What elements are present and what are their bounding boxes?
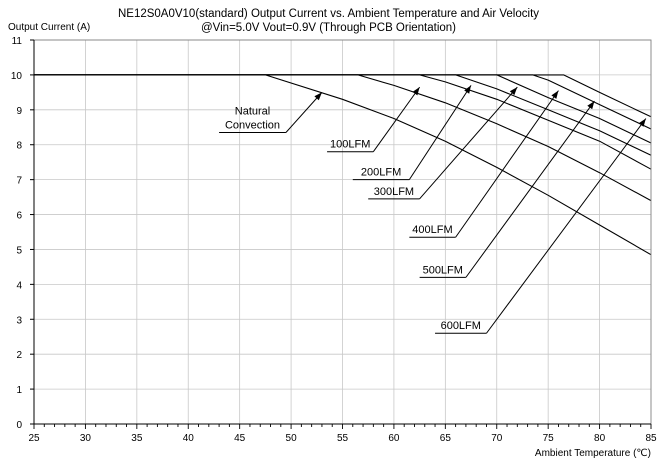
chart-title: NE12S0A0V10(standard) Output Current vs.…: [117, 8, 540, 20]
x-tick-label: 70: [491, 433, 503, 444]
callout-leader: [465, 100, 595, 278]
x-tick-label: 80: [594, 433, 606, 444]
callout-leader: [408, 85, 472, 180]
y-tick-label: 11: [12, 36, 23, 47]
y-tick-label: 8: [16, 141, 22, 152]
x-tick-label: 40: [183, 433, 195, 444]
y-tick-label: 1: [16, 385, 22, 396]
series-label: 300LFM: [374, 186, 414, 198]
callout-arrowhead: [509, 87, 518, 96]
x-tick-label: 25: [28, 433, 40, 444]
x-tick-label: 85: [645, 433, 657, 444]
y-tick-label: 9: [16, 106, 22, 117]
series-label: Convection: [225, 120, 280, 132]
x-tick-label: 45: [234, 433, 246, 444]
y-tick-label: 6: [16, 211, 22, 222]
callout-arrowhead: [587, 101, 595, 110]
x-tick-label: 35: [131, 433, 143, 444]
y-tick-label: 7: [16, 176, 22, 187]
callout-arrowhead: [412, 87, 420, 96]
callout-arrowhead: [314, 92, 322, 101]
x-tick-label: 60: [388, 433, 400, 444]
y-axis-label: Output Current (A): [8, 22, 91, 33]
grid-lines: [34, 39, 651, 424]
series-line: [34, 74, 652, 202]
x-tick-label: 75: [543, 433, 555, 444]
y-tick-label: 0: [16, 420, 22, 431]
y-tick-label: 5: [16, 245, 22, 256]
series-label: Natural: [235, 106, 270, 118]
x-axis-label: Ambient Temperature (℃): [534, 448, 651, 459]
series-layer: [34, 74, 652, 256]
callout-leader: [419, 86, 518, 200]
callout-leader: [455, 90, 559, 238]
y-tick-label: 2: [16, 350, 22, 361]
callout-arrowhead: [464, 85, 471, 94]
series-label: 100LFM: [330, 139, 370, 151]
x-tick-label: 55: [337, 433, 349, 444]
y-tick-label: 4: [16, 280, 22, 291]
series-label: 600LFM: [441, 320, 481, 332]
y-tick-label: 10: [11, 71, 23, 82]
x-tick-label: 30: [80, 433, 92, 444]
callout-leader: [285, 92, 323, 133]
series-line: [34, 74, 652, 118]
series-label: 200LFM: [361, 167, 401, 179]
series-label: 400LFM: [412, 224, 452, 236]
x-tick-label: 50: [286, 433, 298, 444]
callout-arrowhead: [551, 90, 559, 99]
callout-arrowhead: [638, 118, 646, 127]
chart-subtitle: @Vin=5.0V Vout=0.9V (Through PCB Orienta…: [200, 22, 457, 34]
annotation-layer: Natural Convection 100LFM 200LFM 300LFM 400LF…: [219, 85, 647, 334]
series-line: [34, 74, 652, 256]
y-tick-label: 3: [16, 315, 22, 326]
series-label: 500LFM: [423, 264, 463, 276]
callout-leader: [486, 118, 647, 334]
x-tick-label: 65: [440, 433, 452, 444]
callout-leader: [372, 86, 421, 153]
